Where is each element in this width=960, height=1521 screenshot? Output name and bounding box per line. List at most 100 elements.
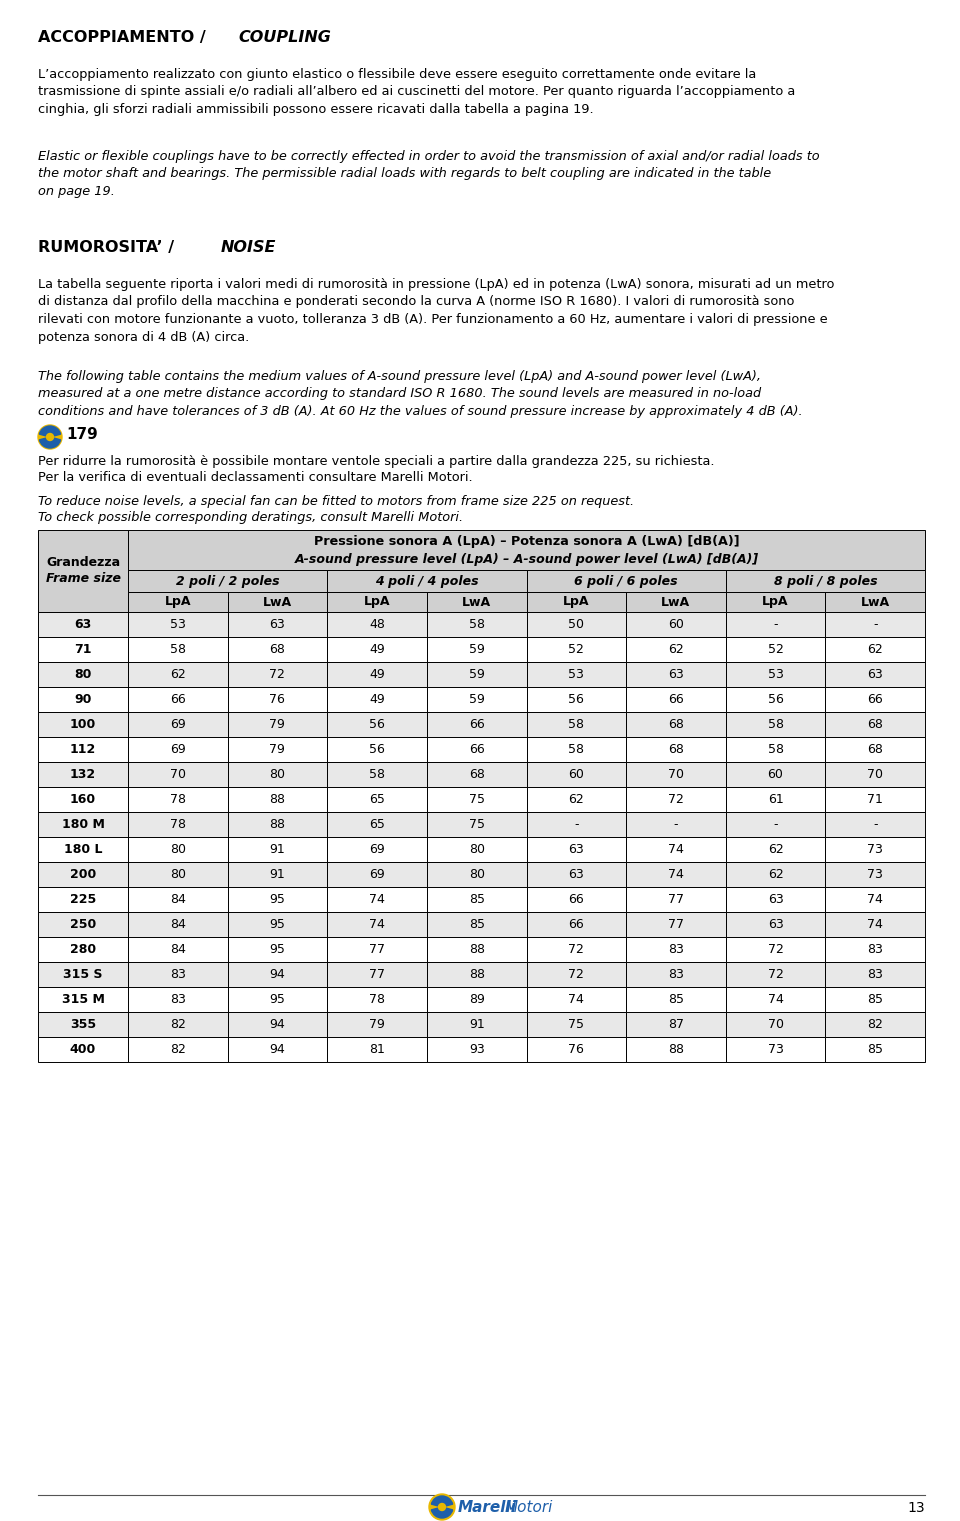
Text: 76: 76 <box>568 1043 585 1056</box>
Text: 66: 66 <box>170 694 185 706</box>
Bar <box>327 611 427 637</box>
Text: 89: 89 <box>468 993 485 1005</box>
Text: 66: 66 <box>568 919 585 931</box>
Bar <box>526 762 626 786</box>
Text: 58: 58 <box>568 718 585 732</box>
Bar <box>826 786 925 812</box>
Bar <box>128 712 228 738</box>
Text: 85: 85 <box>468 893 485 907</box>
Bar <box>427 812 526 837</box>
Bar <box>427 913 526 937</box>
Bar <box>526 937 626 961</box>
Text: ACCOPPIAMENTO /: ACCOPPIAMENTO / <box>38 30 211 46</box>
Bar <box>327 812 427 837</box>
Bar <box>826 987 925 1011</box>
Bar <box>38 887 128 913</box>
Bar <box>626 592 726 611</box>
Text: 85: 85 <box>867 1043 883 1056</box>
Text: COUPLING: COUPLING <box>238 30 331 46</box>
Bar <box>128 837 228 862</box>
Text: 48: 48 <box>370 618 385 631</box>
Text: 66: 66 <box>568 893 585 907</box>
Bar <box>327 961 427 987</box>
Text: Frame size: Frame size <box>45 572 121 586</box>
Bar <box>38 786 128 812</box>
Bar <box>38 738 128 762</box>
Bar <box>427 987 526 1011</box>
Text: 80: 80 <box>270 768 285 780</box>
Bar <box>38 961 128 987</box>
Bar <box>128 1011 228 1037</box>
Text: 84: 84 <box>170 919 185 931</box>
Text: To reduce noise levels, a special fan can be fitted to motors from frame size 22: To reduce noise levels, a special fan ca… <box>38 494 635 508</box>
Text: 52: 52 <box>768 643 783 656</box>
Text: LpA: LpA <box>164 596 191 608</box>
Text: Per la verifica di eventuali declassamenti consultare Marelli Motori.: Per la verifica di eventuali declassamen… <box>38 472 472 484</box>
Bar <box>38 662 128 687</box>
Text: Motori: Motori <box>505 1500 553 1515</box>
Text: 63: 63 <box>867 668 883 681</box>
Text: 70: 70 <box>668 768 684 780</box>
Text: 73: 73 <box>867 843 883 856</box>
Bar <box>726 662 826 687</box>
Text: 68: 68 <box>270 643 285 656</box>
Bar <box>626 738 726 762</box>
Text: 73: 73 <box>768 1043 783 1056</box>
Bar <box>327 637 427 662</box>
Text: 72: 72 <box>568 943 585 957</box>
Bar <box>526 570 726 592</box>
Text: 71: 71 <box>74 643 92 656</box>
Text: 95: 95 <box>270 943 285 957</box>
Text: 83: 83 <box>668 967 684 981</box>
Bar <box>726 687 826 712</box>
Text: 59: 59 <box>468 694 485 706</box>
Text: 82: 82 <box>170 1043 185 1056</box>
Bar <box>526 687 626 712</box>
Bar <box>228 592 327 611</box>
Text: 280: 280 <box>70 943 96 957</box>
Bar <box>626 837 726 862</box>
Text: 82: 82 <box>170 1018 185 1031</box>
Text: 63: 63 <box>768 919 783 931</box>
Bar <box>826 662 925 687</box>
Text: 88: 88 <box>668 1043 684 1056</box>
Text: 73: 73 <box>867 868 883 881</box>
Text: 94: 94 <box>270 1018 285 1031</box>
Bar <box>427 592 526 611</box>
Bar <box>128 887 228 913</box>
Text: 68: 68 <box>468 768 485 780</box>
Text: 68: 68 <box>867 742 883 756</box>
Bar <box>427 937 526 961</box>
Bar <box>526 1037 626 1062</box>
Bar <box>38 987 128 1011</box>
Bar <box>726 913 826 937</box>
Text: 65: 65 <box>370 818 385 830</box>
Bar <box>327 687 427 712</box>
Text: 250: 250 <box>70 919 96 931</box>
Text: 315 M: 315 M <box>61 993 105 1005</box>
Text: 77: 77 <box>369 943 385 957</box>
Bar <box>128 786 228 812</box>
Bar <box>128 961 228 987</box>
Bar <box>826 762 925 786</box>
Bar <box>826 611 925 637</box>
Text: 72: 72 <box>668 792 684 806</box>
Bar <box>427 887 526 913</box>
Bar <box>427 1037 526 1062</box>
Bar <box>726 837 826 862</box>
Text: 77: 77 <box>668 893 684 907</box>
Bar <box>826 637 925 662</box>
Bar <box>38 611 128 637</box>
Text: 81: 81 <box>370 1043 385 1056</box>
Text: 75: 75 <box>468 792 485 806</box>
Bar <box>228 937 327 961</box>
Bar <box>526 862 626 887</box>
Bar <box>626 687 726 712</box>
Text: 91: 91 <box>270 843 285 856</box>
Text: 94: 94 <box>270 1043 285 1056</box>
Text: Elastic or flexible couplings have to be correctly effected in order to avoid th: Elastic or flexible couplings have to be… <box>38 151 820 198</box>
Text: 75: 75 <box>468 818 485 830</box>
Text: LpA: LpA <box>762 596 789 608</box>
Text: 82: 82 <box>867 1018 883 1031</box>
Text: LwA: LwA <box>462 596 492 608</box>
